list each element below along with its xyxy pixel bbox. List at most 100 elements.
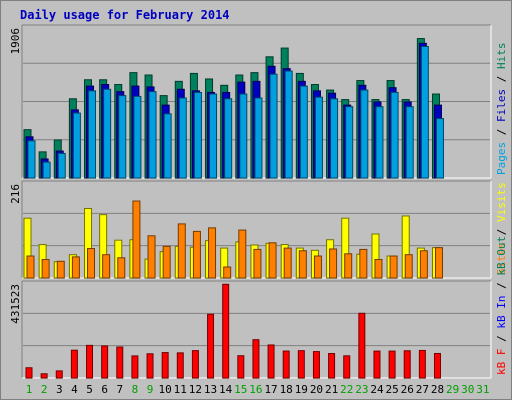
x-tick-label: 25 [385, 383, 398, 396]
bar-pages [103, 88, 112, 179]
legend-segment: Sites [495, 242, 508, 275]
legend-segment: / [495, 276, 508, 296]
chart-panels: 1906 Pages / Files / Hits 216 Sites / Visit… [9, 24, 508, 379]
bar-sites [102, 254, 111, 279]
bar-pages [360, 89, 369, 179]
bar-sites [56, 260, 65, 279]
bar-sites [389, 255, 398, 279]
bar-pages [269, 73, 278, 179]
x-tick-label: 15 [234, 383, 247, 396]
bar-sites [434, 247, 443, 279]
x-tick-label: 24 [370, 383, 384, 396]
bar-kb-f [86, 344, 94, 379]
x-tick-label: 11 [174, 383, 187, 396]
bar-kb-f [222, 283, 230, 379]
bar-sites [329, 248, 338, 279]
bar-pages [57, 152, 66, 179]
bar-pages [224, 98, 233, 179]
x-tick-label: 20 [310, 383, 323, 396]
bar-pages [72, 112, 81, 179]
bar-pages [330, 98, 339, 179]
bar-pages [88, 90, 97, 179]
legend-segment: kB Out [495, 236, 508, 276]
x-tick-label: 30 [461, 383, 474, 396]
bar-kb-f [403, 350, 411, 379]
bar-kb-f [237, 355, 245, 379]
legend-label: Sites / Visits [495, 182, 508, 275]
legend-label: Pages / Files / Hits [495, 43, 508, 176]
bar-pages [314, 96, 323, 179]
bar-sites [238, 229, 247, 279]
bar-kb-f [25, 367, 33, 379]
x-tick-label: 29 [446, 383, 459, 396]
bar-kb-f [70, 349, 78, 379]
bar-sites [359, 248, 368, 279]
bars [23, 200, 443, 279]
bar-sites [223, 266, 232, 279]
bar-sites [298, 250, 307, 279]
bar-kb-f [116, 346, 124, 379]
x-tick-label: 3 [56, 383, 63, 396]
legend-segment: Hits [495, 43, 508, 70]
bar-kb-f [433, 352, 441, 379]
bar-kb-f [207, 313, 215, 379]
bar-kb-f [373, 350, 381, 379]
legend-segment: kB In [495, 296, 508, 329]
x-tick-label: 4 [71, 383, 78, 396]
bar-pages [345, 106, 354, 179]
bars [25, 283, 441, 379]
x-axis-labels: 1 2 3 4 5 6 7 8 9 10 11 12 13 14 15 16 17 18 19 20 21 22 23 24 2… [26, 383, 490, 396]
bar-pages [435, 118, 444, 179]
x-tick-label: 26 [401, 383, 414, 396]
bar-sites [162, 245, 171, 279]
bar-sites [313, 255, 322, 279]
bar-kb-f [358, 312, 366, 379]
x-tick-label: 5 [86, 383, 93, 396]
bar-kb-f [297, 350, 305, 379]
x-tick-label: 31 [476, 383, 489, 396]
bar-kb-f [176, 352, 184, 379]
bar-sites [374, 259, 383, 279]
bar-sites [71, 256, 80, 279]
bar-sites [268, 242, 277, 279]
bar-sites [404, 254, 413, 279]
bar-pages [118, 95, 127, 179]
bar-sites [253, 248, 262, 279]
bar-kb-f [131, 355, 139, 379]
bar-kb-f [40, 373, 48, 379]
bar-kb-f [146, 353, 154, 379]
bar-pages [239, 93, 248, 179]
x-tick-label: 23 [355, 383, 368, 396]
x-tick-label: 9 [147, 383, 154, 396]
bar-pages [254, 97, 263, 179]
x-tick-label: 17 [264, 383, 277, 396]
legend-segment: / [495, 329, 508, 349]
x-tick-label: 28 [431, 383, 444, 396]
x-tick-label: 8 [132, 383, 139, 396]
x-tick-label: 2 [41, 383, 48, 396]
bar-kb-f [267, 344, 275, 379]
x-tick-label: 19 [295, 383, 308, 396]
bar-kb-f [388, 350, 396, 379]
panel-visits_sites: 216 Sites / Visits [9, 180, 508, 279]
x-tick-label: 10 [159, 383, 172, 396]
x-tick-label: 13 [204, 383, 217, 396]
bar-pages [375, 106, 384, 179]
chart-title: Daily usage for February 2014 [20, 8, 230, 22]
bar-pages [163, 113, 172, 179]
legend-segment: Files [495, 89, 508, 122]
bar-pages [299, 85, 308, 179]
x-tick-label: 22 [340, 383, 353, 396]
bar-pages [405, 106, 414, 179]
bar-pages [420, 45, 429, 179]
y-max-label: 216 [9, 184, 22, 204]
bar-sites [192, 230, 201, 279]
x-tick-label: 14 [219, 383, 233, 396]
bar-kb-f [161, 352, 169, 379]
bar-pages [42, 161, 51, 179]
bar-pages [148, 91, 157, 179]
legend-segment: Visits [495, 182, 508, 222]
bar-pages [133, 95, 142, 179]
bar-pages [178, 97, 187, 179]
x-tick-label: 16 [249, 383, 262, 396]
